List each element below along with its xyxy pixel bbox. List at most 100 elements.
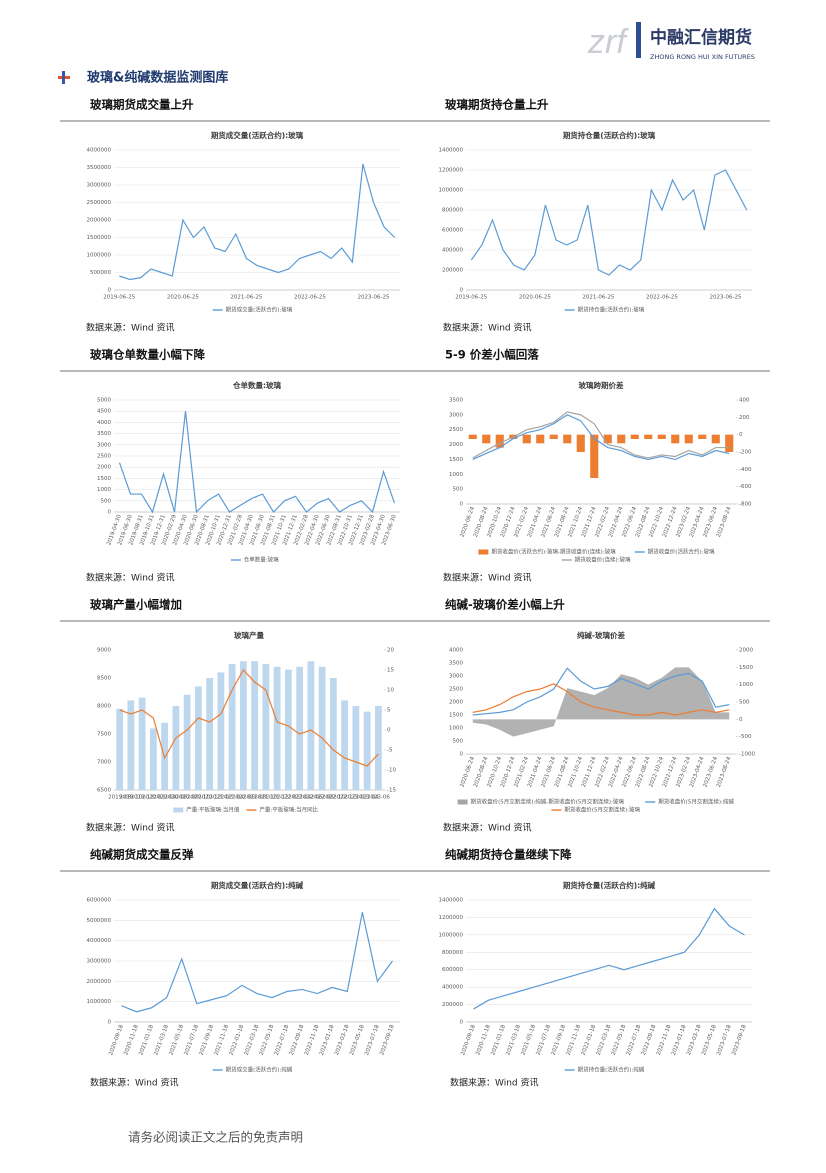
x-tick-label: 2019-06-25 bbox=[103, 295, 135, 301]
x-tick-label: 2022-09-18 bbox=[641, 1024, 658, 1057]
bar bbox=[296, 666, 303, 790]
x-tick-label: 2021-07-18 bbox=[536, 1024, 553, 1057]
legend-label: 期货收盘价(5月交割连续):纯碱 bbox=[658, 798, 734, 806]
bar bbox=[273, 666, 281, 790]
bar bbox=[262, 664, 270, 790]
y-tick-label: 5000000 bbox=[87, 918, 112, 924]
y-tick-label: 400000 bbox=[442, 248, 463, 254]
x-tick-label: 2021-06-25 bbox=[582, 295, 614, 301]
chart-title: 期货成交量(活跃合约):玻璃 bbox=[211, 130, 304, 140]
y2-tick-label: 2000 bbox=[739, 648, 753, 654]
chart-title: 期货成交量(活跃合约):纯碱 bbox=[211, 880, 304, 890]
bar bbox=[684, 434, 693, 444]
x-tick-label: 2021-09-18 bbox=[199, 1024, 216, 1057]
bar bbox=[352, 706, 360, 790]
y2-tick-label: -800 bbox=[739, 502, 752, 508]
bar bbox=[172, 706, 180, 790]
company-name: 中融汇信期货 bbox=[650, 27, 752, 48]
line bbox=[472, 411, 730, 459]
y-tick-label: 0 bbox=[460, 502, 464, 508]
x-tick-label: 2023-05-18 bbox=[349, 1024, 366, 1057]
x-tick-label: 2023-06-25 bbox=[710, 295, 742, 301]
bar bbox=[228, 664, 236, 790]
bar bbox=[240, 661, 247, 790]
y-tick-label: 1000000 bbox=[439, 188, 464, 194]
x-tick-label: 2023-01-18 bbox=[319, 1024, 336, 1057]
x-tick-label: 2021-01-18 bbox=[138, 1024, 155, 1057]
x-tick-label: 2023-03-18 bbox=[334, 1024, 351, 1057]
panel-heading: 玻璃产量小幅增加 bbox=[90, 598, 182, 612]
bar bbox=[630, 434, 639, 439]
bar bbox=[711, 434, 720, 444]
y2-tick-label: 500 bbox=[739, 700, 750, 706]
y-tick-label: 1000 bbox=[449, 472, 463, 478]
x-tick-label: 2022-06-25 bbox=[646, 295, 678, 301]
bar bbox=[341, 700, 348, 790]
x-tick-label: 2023-08-24 bbox=[716, 506, 733, 539]
y-tick-label: 3500 bbox=[449, 398, 463, 404]
y-tick-label: 3500 bbox=[97, 431, 111, 437]
y-tick-label: 4000000 bbox=[87, 938, 112, 944]
x-tick-label: 2022-07-18 bbox=[626, 1024, 643, 1057]
y-tick-label: 4000000 bbox=[87, 148, 112, 154]
y2-tick-label: -500 bbox=[739, 734, 752, 740]
bar bbox=[522, 434, 531, 444]
legend-label: 期货成交量(活跃合约):纯碱 bbox=[226, 1066, 293, 1074]
x-tick-label: 2019-06-25 bbox=[455, 295, 487, 301]
y2-tick-label: -1000 bbox=[739, 752, 755, 758]
y2-tick-label: 10 bbox=[387, 688, 394, 694]
bar bbox=[603, 434, 612, 444]
y-tick-label: 1000000 bbox=[439, 932, 464, 938]
section-icon bbox=[58, 71, 70, 84]
y2-tick-label: 1000 bbox=[739, 682, 753, 688]
panel-source: 数据来源：Wind 资讯 bbox=[90, 1077, 178, 1089]
bar bbox=[330, 678, 337, 790]
x-tick-label: 2021-12 bbox=[266, 795, 289, 801]
bar bbox=[657, 434, 666, 439]
bar bbox=[590, 434, 599, 478]
company-en: ZHONG RONG HUI XIN FUTURES bbox=[650, 53, 755, 61]
y-tick-label: 3000 bbox=[97, 442, 111, 448]
y-tick-label: 0 bbox=[108, 288, 112, 294]
y-tick-label: 1200000 bbox=[439, 168, 464, 174]
y-tick-label: 3000000 bbox=[87, 959, 112, 965]
legend-label: 产量:平板玻璃:当月值 bbox=[186, 806, 240, 814]
x-tick-label: 2022-05-18 bbox=[259, 1024, 276, 1057]
y-tick-label: 2500 bbox=[449, 687, 463, 693]
y-tick-label: 400000 bbox=[442, 985, 463, 991]
bar bbox=[150, 728, 157, 790]
line bbox=[470, 169, 748, 276]
x-tick-label: 2021-05-18 bbox=[520, 1024, 537, 1057]
x-tick-label: 2023-06-25 bbox=[358, 295, 390, 301]
y-tick-label: 0 bbox=[108, 1020, 112, 1026]
y-tick-label: 0 bbox=[460, 288, 464, 294]
legend-label: 仓单数量:玻璃 bbox=[244, 556, 279, 564]
chart-title: 期货持仓量(活跃合约):玻璃 bbox=[563, 130, 656, 140]
line bbox=[472, 414, 730, 461]
panel-source: 数据来源：Wind 资讯 bbox=[443, 322, 531, 334]
bar bbox=[563, 434, 572, 444]
footer: 请务必阅读正文之后的免责声明 bbox=[128, 1130, 303, 1145]
bar bbox=[183, 694, 191, 790]
section-title: 玻璃&纯碱数据监测图库 bbox=[87, 70, 228, 86]
legend-label: 产量:平板玻璃:当月同比 bbox=[259, 806, 318, 814]
panel-source: 数据来源：Wind 资讯 bbox=[86, 822, 174, 834]
y2-tick-label: 0 bbox=[387, 728, 391, 734]
line bbox=[118, 411, 396, 514]
x-tick-label: 2023-06 bbox=[367, 795, 390, 801]
x-tick-label: 2021-08 bbox=[243, 795, 266, 801]
legend-label: 期货持仓量(活跃合约):玻璃 bbox=[578, 306, 645, 314]
y-tick-label: 1500000 bbox=[87, 235, 112, 241]
x-tick-label: 2022-06-25 bbox=[294, 295, 326, 301]
bar bbox=[318, 666, 326, 790]
y-tick-label: 9000 bbox=[97, 648, 111, 654]
x-tick-label: 2020-11-18 bbox=[123, 1024, 140, 1057]
x-tick-label: 2023-08-24 bbox=[716, 756, 733, 789]
line bbox=[473, 907, 745, 1010]
y2-tick-label: 20 bbox=[387, 648, 394, 654]
x-tick-label: 2020-06-25 bbox=[519, 295, 551, 301]
x-tick-label: 2023-04 bbox=[356, 795, 379, 801]
y-tick-label: 2000000 bbox=[87, 218, 112, 224]
x-tick-label: 2022-08 bbox=[311, 795, 334, 801]
x-tick-label: 2021-04 bbox=[221, 795, 244, 801]
